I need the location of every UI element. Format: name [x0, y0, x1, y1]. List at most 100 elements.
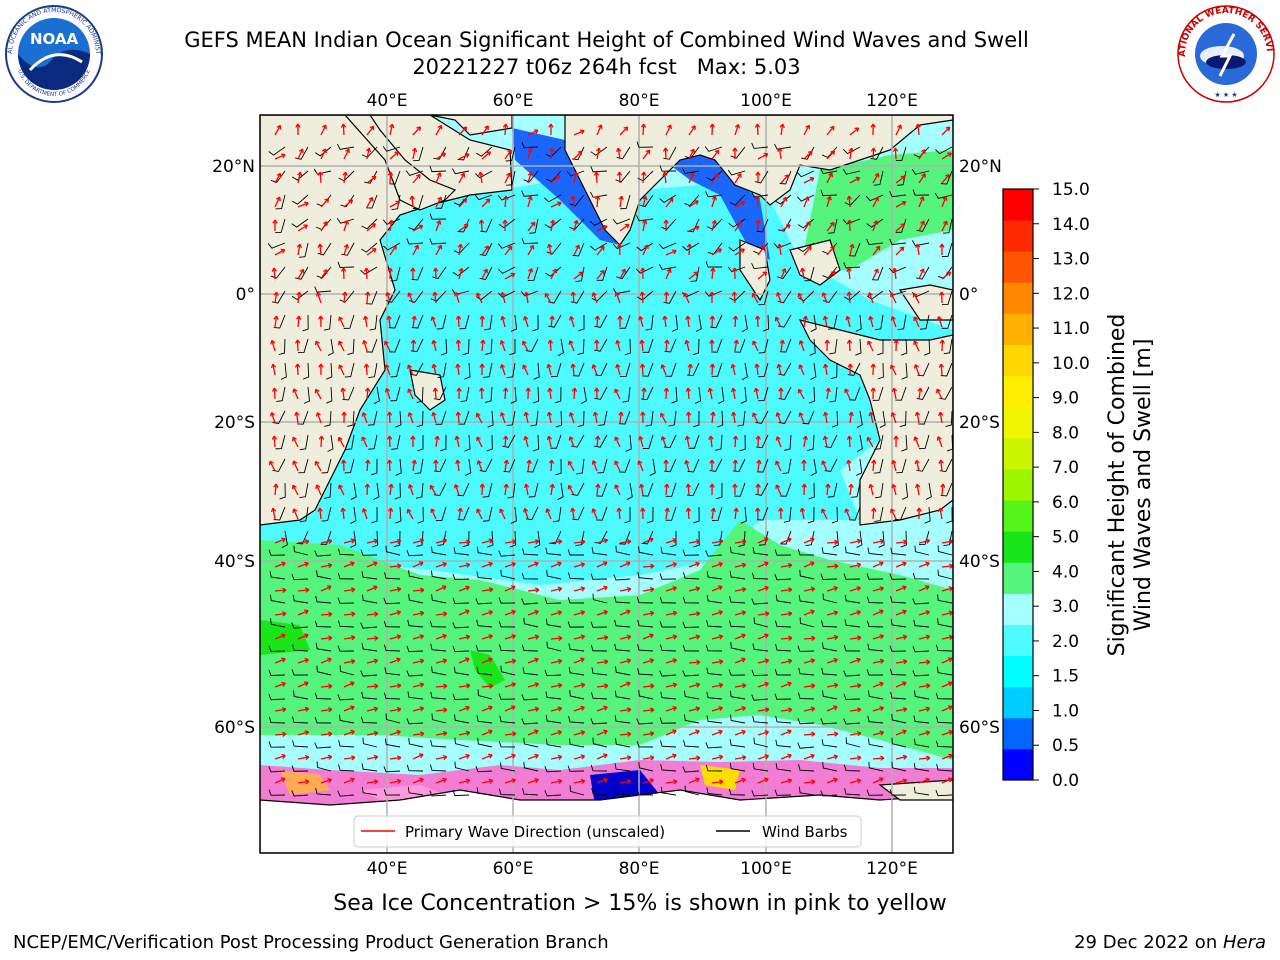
wind-barb [527, 266, 539, 281]
wave-arrow [665, 537, 677, 544]
colorbar-tick-label: 9.0 [1052, 389, 1079, 409]
wave-arrow [801, 483, 807, 496]
wave-arrow [435, 585, 447, 592]
wave-arrow [665, 779, 678, 785]
wave-arrow [387, 171, 394, 184]
wave-arrow [314, 460, 322, 472]
wind-barb [475, 765, 493, 773]
wind-barb [275, 434, 286, 450]
wind-barb [704, 146, 723, 152]
wave-arrow [389, 610, 402, 616]
wave-arrow [274, 196, 281, 208]
wind-barb [551, 362, 562, 378]
wind-barb [337, 261, 355, 268]
wave-arrow [849, 562, 862, 568]
wave-arrow [640, 411, 646, 424]
wave-arrow [274, 172, 282, 184]
wind-barb [783, 506, 792, 523]
wind-barb [522, 667, 539, 676]
wind-barb [638, 689, 654, 700]
wind-barb [705, 644, 723, 652]
wind-barb [437, 362, 447, 379]
wind-barb [569, 689, 585, 700]
wind-barb [642, 338, 654, 353]
sea-ice-note: Sea Ice Concentration > 15% is shown in … [333, 891, 947, 916]
wave-arrow [872, 586, 885, 592]
wave-arrow [274, 611, 287, 617]
wind-barb [879, 410, 886, 428]
wave-arrow [410, 267, 416, 280]
wave-arrow [711, 682, 724, 688]
wave-arrow [458, 172, 466, 184]
wind-barb [326, 386, 333, 404]
wind-barb [465, 458, 472, 476]
wind-barb [344, 362, 355, 378]
wave-arrow [273, 291, 279, 304]
wind-barb [347, 410, 355, 427]
wind-barb [320, 530, 332, 545]
wave-arrow [343, 611, 356, 617]
wind-barb [499, 644, 516, 652]
wave-arrow [343, 199, 354, 208]
wind-barb [664, 338, 677, 353]
wind-barb [339, 714, 355, 724]
wind-barb [337, 620, 355, 628]
wind-barb [844, 546, 861, 556]
wave-arrow [941, 610, 953, 616]
wave-arrow [481, 587, 494, 593]
wave-arrow [481, 198, 491, 208]
wind-barb [350, 482, 357, 500]
wind-barb [476, 787, 493, 796]
wind-barb [917, 362, 930, 377]
wind-barb [544, 218, 562, 229]
wind-barb [871, 266, 884, 281]
wind-barb [614, 619, 631, 628]
wave-arrow [867, 292, 874, 304]
wave-arrow [733, 507, 739, 520]
wind-barb [636, 718, 654, 725]
wind-barb [281, 530, 288, 548]
wave-arrow [457, 243, 463, 256]
wave-arrow [711, 585, 723, 592]
wave-arrow [458, 657, 470, 664]
wave-arrow [389, 200, 401, 208]
wind-barb [639, 194, 654, 208]
wind-barb [544, 669, 562, 677]
wind-barb [407, 619, 424, 628]
wave-arrow [941, 586, 953, 592]
wave-arrow [941, 174, 950, 184]
wind-barb [457, 146, 470, 161]
wind-barb [797, 718, 815, 725]
wind-barb [822, 593, 838, 604]
wave-arrow [709, 483, 715, 496]
wind-barb [361, 763, 378, 772]
wind-barb [684, 785, 700, 796]
wave-arrow [366, 779, 379, 785]
wave-arrow [431, 339, 437, 352]
wind-barb [545, 714, 562, 724]
wind-barb [268, 645, 286, 652]
wave-arrow [456, 387, 462, 400]
wave-arrow [826, 150, 836, 160]
wave-arrow [340, 387, 346, 400]
wind-barb [580, 386, 587, 404]
left-lat-labels: 20°N 0° 20°S 40°S 60°S [212, 157, 255, 738]
wave-arrow [411, 147, 418, 160]
wind-barb [298, 458, 309, 474]
wind-barb [775, 739, 792, 748]
wave-arrow [527, 561, 539, 568]
wave-arrow [639, 291, 646, 304]
wave-arrow [803, 706, 816, 712]
wave-arrow [734, 657, 746, 664]
wave-arrow [846, 291, 852, 304]
wave-arrow [389, 634, 402, 640]
wind-barb [440, 434, 447, 452]
wave-arrow [826, 610, 839, 616]
wave-arrow [802, 315, 808, 328]
wave-arrow [890, 508, 897, 520]
wind-barb [364, 170, 378, 184]
wave-arrow [895, 246, 905, 256]
wave-arrow [504, 682, 517, 688]
wave-arrow [435, 220, 442, 232]
wind-barb [598, 410, 608, 426]
